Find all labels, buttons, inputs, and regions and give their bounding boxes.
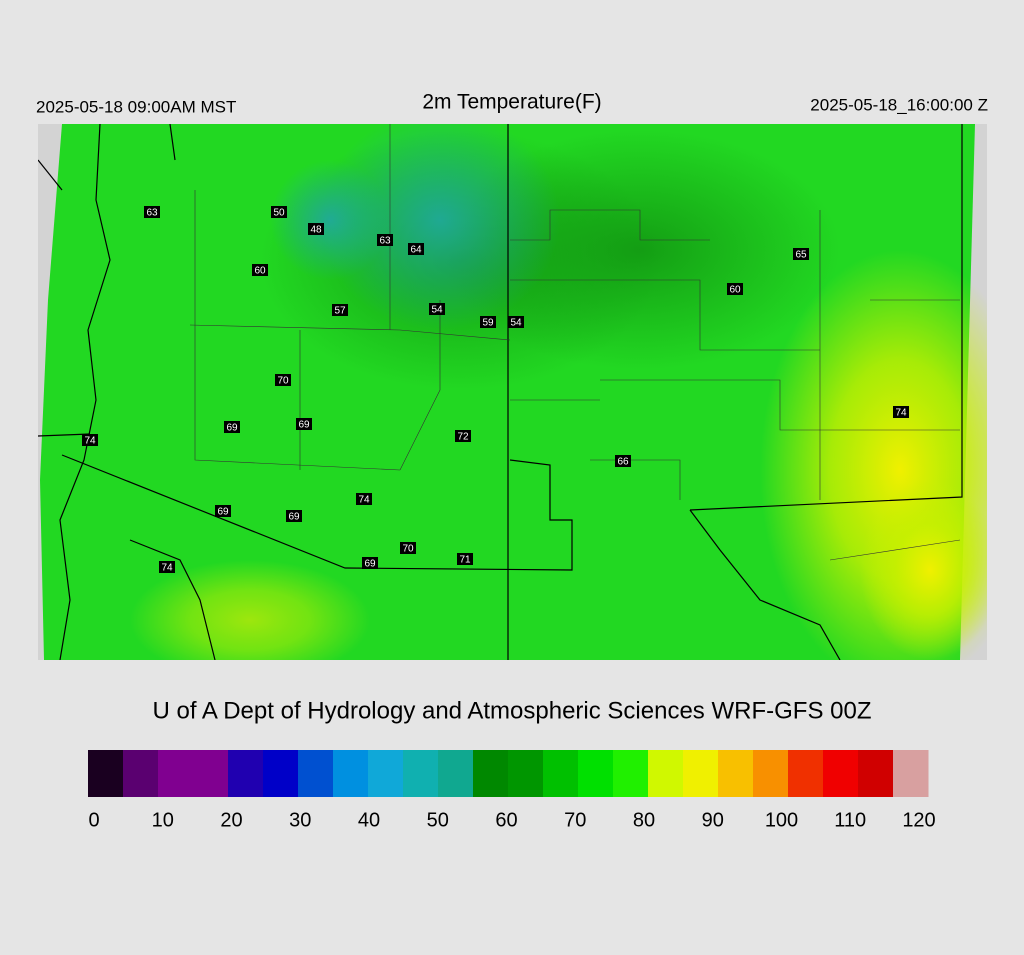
colorbar-segment	[683, 750, 719, 797]
station-temp: 69	[298, 420, 310, 431]
station-box	[727, 283, 743, 295]
station-temp: 70	[277, 376, 289, 387]
colorbar-segment	[368, 750, 404, 797]
station-box	[429, 303, 445, 315]
station-temp: 63	[146, 208, 158, 219]
station-box	[615, 455, 631, 467]
station-box	[296, 418, 312, 430]
station-temp: 60	[729, 285, 741, 296]
colorbar-tick-label: 30	[289, 809, 311, 831]
station-box	[159, 561, 175, 573]
colorbar-segment	[228, 750, 264, 797]
colorbar-tick-label: 0	[88, 809, 99, 831]
colorbar-segment	[578, 750, 614, 797]
colorbar-segment	[403, 750, 439, 797]
station-box	[275, 374, 291, 386]
colorbar-tick-label: 120	[902, 809, 935, 831]
station-temp: 70	[402, 544, 414, 555]
local-time: 2025-05-18 09:00AM MST	[36, 97, 236, 116]
colorbar-segment	[858, 750, 894, 797]
station-temp: 63	[379, 236, 391, 247]
station-temp: 74	[358, 495, 370, 506]
station-box	[455, 430, 471, 442]
station-box	[377, 234, 393, 246]
colorbar-tick-label: 110	[834, 809, 866, 831]
colorbar-segment	[473, 750, 509, 797]
station-box	[332, 304, 348, 316]
station-box	[224, 421, 240, 433]
station-temp: 60	[254, 266, 266, 277]
colorbar-segment	[158, 750, 194, 797]
station-box	[408, 243, 424, 255]
map	[38, 124, 987, 660]
station-temp: 50	[273, 208, 285, 219]
colorbar-tick-label: 20	[220, 809, 242, 831]
colorbar: 0 10 20 30 40 50 60 70 80 90 100 110 120	[88, 750, 936, 831]
colorbar-tick-label: 50	[427, 809, 449, 831]
station-box	[215, 505, 231, 517]
station-box	[400, 542, 416, 554]
station-temp: 74	[895, 408, 907, 419]
utc-time: 2025-05-18_16:00:00 Z	[810, 95, 988, 114]
station-temp: 74	[161, 563, 173, 574]
station-box	[271, 206, 287, 218]
station-box	[286, 510, 302, 522]
colorbar-segment	[788, 750, 824, 797]
station-box	[252, 264, 268, 276]
credit: U of A Dept of Hydrology and Atmospheric…	[153, 697, 872, 724]
station-temp: 57	[334, 306, 346, 317]
station-box	[82, 434, 98, 446]
colorbar-segment	[613, 750, 649, 797]
station-temp: 59	[482, 318, 494, 329]
station-box	[308, 223, 324, 235]
station-temp: 65	[795, 250, 807, 261]
colorbar-segment	[123, 750, 159, 797]
colorbar-segment	[193, 750, 229, 797]
colorbar-segment	[823, 750, 859, 797]
colorbar-segment	[718, 750, 754, 797]
title: 2m Temperature(F)	[422, 91, 601, 114]
colorbar-segment	[88, 750, 124, 797]
colorbar-segment	[438, 750, 474, 797]
colorbar-segment	[543, 750, 579, 797]
colorbar-tick-label: 10	[152, 809, 174, 831]
station-temp: 69	[217, 507, 229, 518]
station-temp: 48	[310, 225, 322, 236]
colorbar-segment	[263, 750, 299, 797]
colorbar-tick-label: 60	[495, 809, 517, 831]
station-box	[480, 316, 496, 328]
colorbar-tick-label: 80	[633, 809, 655, 831]
colorbar-segment	[753, 750, 789, 797]
station-box	[508, 316, 524, 328]
colorbar-tick-label: 40	[358, 809, 380, 831]
station-temp: 69	[226, 423, 238, 434]
colorbar-tick-label: 100	[765, 809, 798, 831]
station-temp: 66	[617, 457, 629, 468]
stations: 63 50 48 63 64 60 57 54 59 54 65 60 70 69 69 72 74 66 74 74…	[82, 206, 909, 574]
station-temp: 64	[410, 245, 422, 256]
station-temp: 69	[364, 559, 376, 570]
station-temp: 54	[431, 305, 443, 316]
station-temp: 74	[84, 436, 96, 447]
colorbar-segment	[298, 750, 334, 797]
station-temp: 54	[510, 318, 522, 329]
station-temp: 72	[457, 432, 469, 443]
station-temp: 71	[459, 555, 471, 566]
colorbar-tick-label: 70	[564, 809, 586, 831]
colorbar-segment	[508, 750, 544, 797]
colorbar-segment	[333, 750, 369, 797]
station-box	[356, 493, 372, 505]
station-box	[144, 206, 160, 218]
station-box	[457, 553, 473, 565]
station-box	[893, 406, 909, 418]
station-box	[362, 557, 378, 569]
station-temp: 69	[288, 512, 300, 523]
colorbar-segment	[893, 750, 929, 797]
colorbar-tick-label: 90	[702, 809, 724, 831]
station-box	[793, 248, 809, 260]
colorbar-segment	[648, 750, 684, 797]
